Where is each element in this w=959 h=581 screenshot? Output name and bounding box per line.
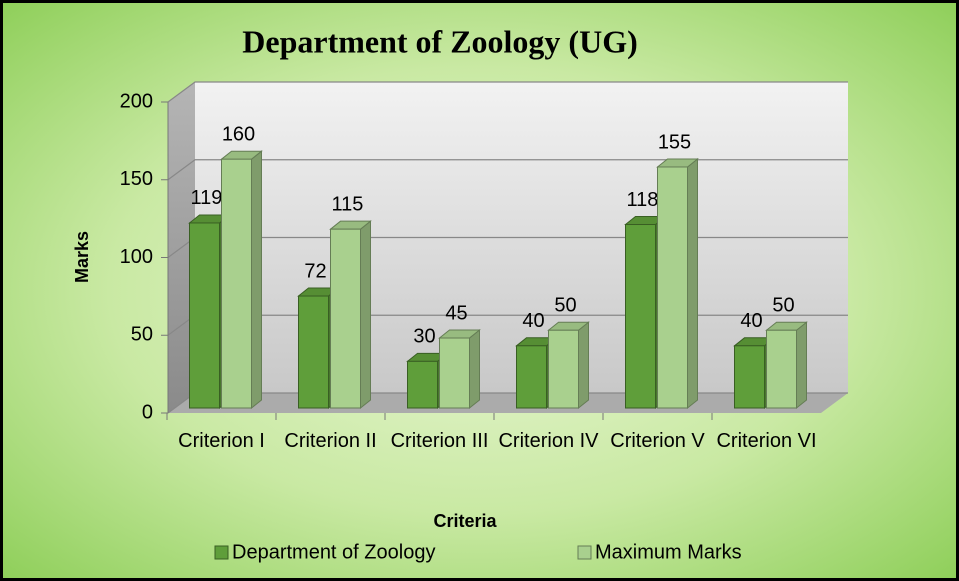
bar xyxy=(438,328,481,410)
grid-line xyxy=(167,159,848,181)
bar-front xyxy=(330,228,361,409)
x-tick-label: Criterion III xyxy=(390,430,489,452)
bar-side xyxy=(251,150,262,410)
grid-line xyxy=(167,81,848,103)
x-tick-label: Criterion I xyxy=(178,430,265,452)
legend-swatch xyxy=(577,545,592,560)
x-tick-label: Criterion VI xyxy=(716,430,817,452)
bar xyxy=(220,150,263,410)
y-tick-label: 200 xyxy=(120,90,153,112)
x-tick-label: Criterion IV xyxy=(498,430,599,452)
x-tick-label: Criterion V xyxy=(610,430,705,452)
bar xyxy=(656,157,699,410)
bar-front xyxy=(516,345,547,409)
data-label: 45 xyxy=(445,302,467,324)
bar-front xyxy=(734,345,765,409)
y-tick-label: 150 xyxy=(120,168,153,190)
bar-front xyxy=(439,337,470,409)
data-label: 50 xyxy=(554,295,576,317)
bar xyxy=(329,220,372,410)
data-label: 50 xyxy=(772,295,794,317)
bar xyxy=(765,321,808,410)
bar-front xyxy=(221,158,252,409)
data-label: 30 xyxy=(413,326,435,348)
bar-front xyxy=(548,329,579,409)
bar-front xyxy=(298,295,329,409)
bar-front xyxy=(407,360,438,409)
data-label: 155 xyxy=(658,131,691,153)
bar-front xyxy=(657,166,688,409)
y-tick-label: 50 xyxy=(131,324,153,346)
y-axis-title: Marks xyxy=(72,231,92,283)
data-label: 72 xyxy=(304,260,326,282)
bar-front xyxy=(625,224,656,409)
legend-swatch xyxy=(214,545,229,560)
chart-title: Department of Zoology (UG) xyxy=(242,23,637,59)
bar-front xyxy=(189,222,220,409)
bar-side xyxy=(469,328,480,410)
y-tick-label: 100 xyxy=(120,246,153,268)
legend-label: Department of Zoology xyxy=(232,541,435,563)
data-label: 119 xyxy=(191,187,223,209)
bar-side xyxy=(687,157,698,410)
chart: Department of Zoology (UG) Marks Criteri… xyxy=(72,23,848,563)
data-label: 40 xyxy=(740,310,762,332)
bar-side xyxy=(796,321,807,410)
y-tick-label: 0 xyxy=(142,401,153,423)
data-label: 160 xyxy=(222,123,255,145)
bar-side xyxy=(578,321,589,410)
bar-front xyxy=(766,329,797,409)
x-tick-label: Criterion II xyxy=(284,430,377,452)
data-label: 40 xyxy=(522,310,544,332)
data-label: 118 xyxy=(627,189,659,211)
data-label: 115 xyxy=(332,193,364,215)
x-axis-title: Criteria xyxy=(433,511,497,531)
legend-label: Maximum Marks xyxy=(595,541,742,563)
bar xyxy=(547,321,590,410)
bar-side xyxy=(360,220,371,410)
